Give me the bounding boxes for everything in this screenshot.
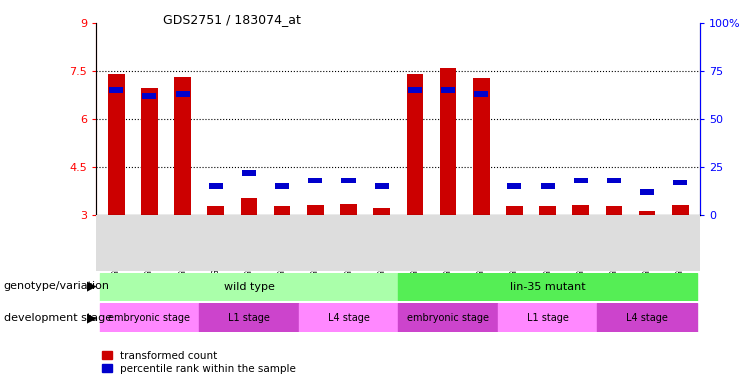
Text: ▶: ▶ bbox=[87, 311, 97, 324]
Bar bbox=[99, 273, 398, 301]
Bar bbox=[540, 184, 555, 189]
Text: embryonic stage: embryonic stage bbox=[108, 313, 190, 323]
Bar bbox=[199, 303, 299, 332]
Text: development stage: development stage bbox=[4, 313, 112, 323]
Bar bbox=[674, 180, 688, 185]
Bar bbox=[474, 91, 488, 97]
Bar bbox=[340, 204, 357, 215]
Text: wild type: wild type bbox=[224, 282, 274, 292]
Bar bbox=[439, 68, 456, 215]
Bar bbox=[275, 184, 289, 189]
Bar bbox=[607, 178, 621, 184]
Bar bbox=[574, 178, 588, 184]
Bar bbox=[141, 88, 158, 215]
Bar bbox=[308, 178, 322, 184]
Bar bbox=[441, 88, 455, 93]
Text: genotype/variation: genotype/variation bbox=[4, 281, 110, 291]
Bar bbox=[498, 303, 597, 332]
Text: GDS2751 / 183074_at: GDS2751 / 183074_at bbox=[163, 13, 301, 26]
Text: L4 stage: L4 stage bbox=[328, 313, 370, 323]
Text: ▶: ▶ bbox=[87, 280, 97, 293]
Bar bbox=[242, 170, 256, 176]
Bar bbox=[672, 205, 688, 215]
Bar bbox=[506, 206, 522, 215]
Bar bbox=[605, 206, 622, 215]
Bar bbox=[174, 77, 191, 215]
Bar bbox=[342, 178, 356, 184]
Text: lin-35 mutant: lin-35 mutant bbox=[510, 282, 585, 292]
Bar bbox=[299, 303, 398, 332]
Bar bbox=[176, 91, 190, 97]
Bar bbox=[508, 184, 522, 189]
Bar bbox=[408, 88, 422, 93]
Bar bbox=[639, 211, 656, 215]
Bar bbox=[398, 273, 697, 301]
Bar bbox=[473, 78, 490, 215]
Bar bbox=[375, 184, 389, 189]
Bar bbox=[109, 88, 123, 93]
Bar bbox=[209, 184, 223, 189]
Bar bbox=[407, 74, 423, 215]
Text: embryonic stage: embryonic stage bbox=[407, 313, 489, 323]
Text: L4 stage: L4 stage bbox=[626, 313, 668, 323]
Bar bbox=[142, 93, 156, 99]
Text: L1 stage: L1 stage bbox=[527, 313, 568, 323]
Text: L1 stage: L1 stage bbox=[228, 313, 270, 323]
Bar bbox=[108, 74, 124, 215]
Legend: transformed count, percentile rank within the sample: transformed count, percentile rank withi… bbox=[102, 351, 296, 374]
Bar bbox=[307, 205, 324, 215]
Bar bbox=[573, 205, 589, 215]
Bar bbox=[241, 199, 257, 215]
Bar bbox=[207, 206, 224, 215]
Bar bbox=[597, 303, 697, 332]
Bar bbox=[99, 303, 199, 332]
Bar bbox=[398, 303, 498, 332]
Bar bbox=[373, 208, 390, 215]
Bar bbox=[539, 206, 556, 215]
Bar bbox=[274, 206, 290, 215]
Bar bbox=[640, 189, 654, 195]
